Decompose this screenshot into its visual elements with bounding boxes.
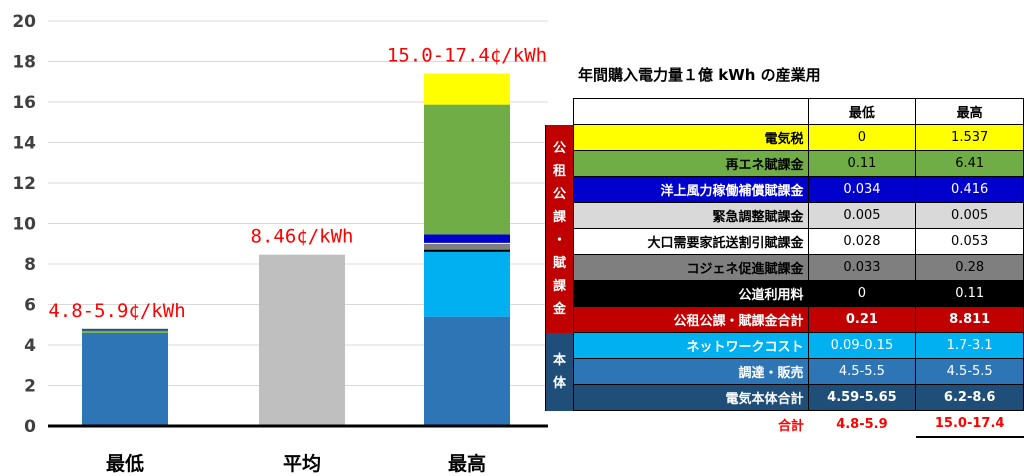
row-low-value: 0 [807, 124, 917, 151]
bar-segment [424, 242, 510, 244]
y-tick-label: 18 [12, 53, 36, 73]
table-row: コジェネ促進賦課金 0.033 0.28 [546, 254, 1024, 281]
row-label: 再エネ賦課金 [572, 150, 809, 177]
row-low-value: 0.21 [807, 306, 917, 333]
y-tick-label: 12 [12, 174, 36, 194]
bar-segment [424, 73, 510, 105]
y-tick-label: 20 [12, 12, 36, 32]
row-low-value: 0.034 [807, 176, 917, 203]
table-row: 洋上風力稼働補償賦課金 0.034 0.416 [546, 176, 1024, 203]
bar-segment [424, 243, 510, 250]
group-label-char: 体 [552, 375, 566, 391]
bar-segment [424, 104, 510, 235]
row-label: 電気本体合計 [572, 384, 809, 411]
y-tick-label: 2 [24, 377, 36, 397]
header-blank-cell [572, 98, 809, 125]
total-spacer [546, 411, 574, 438]
bar-annotation: 8.46¢/kWh [251, 226, 354, 248]
row-low-value: 0.09-0.15 [807, 332, 917, 359]
total-row: 合計 4.8-5.9 15.0-17.4 [546, 410, 1024, 438]
table-row: 電気本体合計 4.59-5.65 6.2-8.6 [546, 384, 1024, 411]
group-label-char: 賦 [552, 255, 566, 271]
row-label: 調達・販売 [572, 358, 809, 385]
row-low-value: 4.5-5.5 [807, 358, 917, 385]
header-high: 最高 [915, 98, 1024, 125]
bar-segment [259, 254, 345, 426]
row-low-value: 0 [807, 280, 917, 307]
table-row: 公道利用料 0 0.11 [546, 280, 1024, 307]
y-tick-label: 6 [24, 296, 36, 316]
row-label: 公道利用料 [572, 280, 809, 307]
y-tick-label: 8 [24, 255, 36, 275]
row-low-value: 4.59-5.65 [807, 384, 917, 411]
bar-segment [424, 251, 510, 317]
total-label: 合計 [778, 418, 805, 434]
bar-segment [424, 316, 510, 426]
group-label-char: ・ [552, 232, 566, 248]
group-label-body: 本体 [545, 332, 574, 411]
table-row: 公租公課・賦課金電気税 0 1.537 [545, 124, 1024, 333]
total-high-value: 15.0-17.4 [915, 410, 1024, 438]
x-category-label: 最低 [106, 452, 144, 475]
bar-segment [424, 234, 510, 243]
table-row: 本体ネットワークコスト 0.09-0.15 1.7-3.1 [545, 332, 1024, 411]
row-label: 大口需要家託送割引賦課金 [572, 228, 809, 255]
row-label: 洋上風力稼働補償賦課金 [572, 176, 809, 203]
total-low-value: 4.8-5.9 [836, 416, 888, 432]
row-high-value: 6.41 [915, 150, 1024, 177]
bar-segment [82, 330, 168, 333]
table-row: 調達・販売 4.5-5.5 4.5-5.5 [546, 358, 1024, 385]
bar-annotation: 4.8-5.9¢/kWh [48, 300, 185, 322]
table-row: 大口需要家託送割引賦課金 0.028 0.053 [546, 228, 1024, 255]
group-label-char: 金 [552, 301, 566, 317]
row-high-value: 8.811 [915, 306, 1024, 333]
stacked-bar-chart: 0 2 4 6 8 10 12 14 16 18 20 4.8-5.9¢/kWh 最低 8.46¢/kWh… [12, 12, 548, 475]
row-label: 電気税 [572, 124, 809, 151]
group-label-char: 公 [552, 140, 566, 156]
group-label-char: 課 [552, 209, 566, 225]
group-label-char: 公 [552, 186, 566, 202]
row-high-value: 0.11 [915, 280, 1024, 307]
table-row: 再エネ賦課金 0.11 6.41 [546, 150, 1024, 177]
group-label-taxes: 公租公課・賦課金 [545, 124, 574, 333]
row-low-value: 0.005 [807, 202, 917, 229]
row-high-value: 6.2-8.6 [915, 384, 1024, 411]
bar-segment [82, 332, 168, 426]
table-header-row: 最低 最高 [546, 98, 1024, 125]
y-tick-label: 4 [24, 336, 36, 356]
table-title: 年間購入電力量１億 kWh の産業用 [578, 66, 821, 84]
x-category-label: 平均 [283, 452, 321, 475]
y-tick-label: 0 [24, 417, 36, 437]
bar-segment [82, 328, 168, 331]
group-label-char: 課 [552, 278, 566, 294]
row-label: コジェネ促進賦課金 [572, 254, 809, 281]
group-label-char: 租 [552, 163, 566, 179]
table-row: 緊急調整賦課金 0.005 0.005 [546, 202, 1024, 229]
x-category-label: 最高 [448, 452, 486, 475]
cost-table: 最低 最高 公租公課・賦課金電気税 0 1.537 再エネ賦課金 0.11 6.41 洋上風… [545, 98, 1024, 438]
row-high-value: 0.416 [915, 176, 1024, 203]
y-tick-label: 14 [12, 134, 36, 154]
row-label: 公租公課・賦課金合計 [572, 306, 809, 333]
group-label-char: 本 [552, 352, 566, 368]
row-low-value: 0.033 [807, 254, 917, 281]
row-label: 緊急調整賦課金 [572, 202, 809, 229]
row-low-value: 0.11 [807, 150, 917, 177]
row-high-value: 0.28 [915, 254, 1024, 281]
row-label: ネットワークコスト [572, 332, 809, 359]
row-high-value: 1.7-3.1 [915, 332, 1024, 359]
row-high-value: 0.053 [915, 228, 1024, 255]
table-row: 公租公課・賦課金合計 0.21 8.811 [546, 306, 1024, 333]
header-low: 最低 [807, 98, 917, 125]
row-high-value: 1.537 [915, 124, 1024, 151]
y-tick-label: 16 [12, 93, 36, 113]
bar-annotation: 15.0-17.4¢/kWh [387, 44, 547, 66]
y-tick-label: 10 [12, 215, 36, 235]
bar-segment [424, 249, 510, 252]
row-high-value: 0.005 [915, 202, 1024, 229]
bar-segment [424, 242, 510, 244]
row-low-value: 0.028 [807, 228, 917, 255]
row-high-value: 4.5-5.5 [915, 358, 1024, 385]
